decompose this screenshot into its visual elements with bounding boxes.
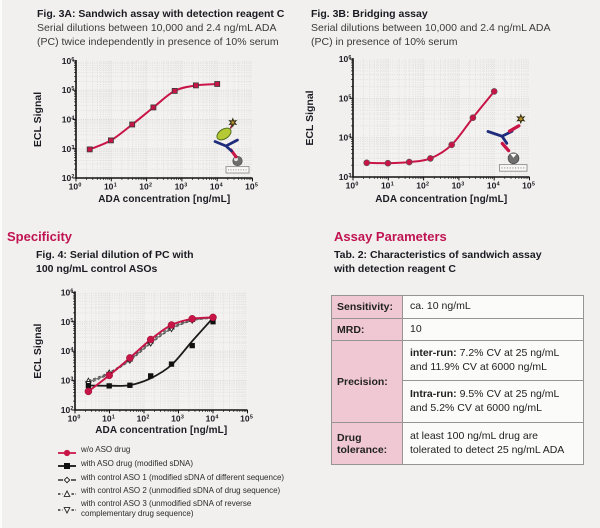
svg-text:10: 10	[339, 133, 349, 143]
svg-text:10: 10	[487, 181, 497, 191]
svg-text:10: 10	[62, 115, 72, 125]
svg-text:10: 10	[175, 182, 185, 192]
svg-text:5: 5	[255, 183, 258, 189]
svg-text:10: 10	[62, 85, 72, 95]
svg-text:5: 5	[70, 318, 73, 324]
svg-text:3: 3	[181, 415, 184, 421]
svg-text:5: 5	[532, 182, 535, 188]
svg-text:6: 6	[348, 55, 351, 61]
svg-text:10: 10	[137, 414, 147, 424]
svg-text:ECL Signal: ECL Signal	[32, 92, 44, 147]
svg-text:10: 10	[452, 181, 462, 191]
svg-text:10: 10	[69, 182, 79, 192]
svg-text:2: 2	[71, 174, 74, 180]
svg-text:2: 2	[426, 182, 429, 188]
svg-text:2: 2	[149, 183, 152, 189]
svg-text:10: 10	[171, 414, 181, 424]
svg-text:10: 10	[240, 414, 250, 424]
svg-text:0: 0	[355, 182, 358, 188]
svg-text:ADA concentration [ng/mL]: ADA concentration [ng/mL]	[95, 425, 227, 436]
svg-text:10: 10	[522, 181, 532, 191]
svg-text:ECL Signal: ECL Signal	[304, 90, 316, 145]
svg-text:0: 0	[78, 183, 81, 189]
svg-text:3: 3	[348, 173, 351, 179]
svg-text:10: 10	[339, 54, 349, 64]
svg-text:10: 10	[339, 172, 349, 182]
svg-text:0: 0	[77, 415, 80, 421]
svg-text:1: 1	[112, 415, 115, 421]
svg-text:10: 10	[62, 56, 72, 66]
svg-text:10: 10	[416, 181, 426, 191]
svg-text:2: 2	[70, 406, 73, 412]
svg-text:1: 1	[114, 183, 117, 189]
svg-text:10: 10	[245, 182, 255, 192]
svg-text:3: 3	[461, 182, 464, 188]
svg-text:10: 10	[104, 182, 114, 192]
svg-text:10: 10	[102, 414, 112, 424]
svg-text:4: 4	[348, 134, 351, 140]
svg-text:5: 5	[250, 415, 253, 421]
svg-text:3: 3	[71, 145, 74, 151]
svg-text:3: 3	[184, 183, 187, 189]
svg-text:10: 10	[61, 376, 71, 386]
svg-text:10: 10	[139, 182, 149, 192]
svg-text:5: 5	[71, 86, 74, 92]
svg-text:4: 4	[497, 182, 500, 188]
svg-text:4: 4	[220, 183, 223, 189]
svg-text:10: 10	[61, 287, 71, 297]
svg-text:10: 10	[61, 317, 71, 327]
svg-text:10: 10	[61, 346, 71, 356]
svg-text:10: 10	[206, 414, 216, 424]
svg-text:ECL Signal: ECL Signal	[32, 324, 44, 379]
svg-text:10: 10	[381, 181, 391, 191]
svg-text:5: 5	[348, 94, 351, 100]
svg-text:10: 10	[61, 405, 71, 415]
svg-text:4: 4	[215, 415, 218, 421]
svg-text:10: 10	[346, 181, 356, 191]
svg-text:ADA concentration [ng/mL]: ADA concentration [ng/mL]	[98, 194, 230, 205]
svg-text:10: 10	[62, 173, 72, 183]
svg-text:6: 6	[70, 288, 73, 294]
svg-text:1: 1	[391, 182, 394, 188]
svg-text:ADA concentration [ng/mL]: ADA concentration [ng/mL]	[375, 194, 507, 205]
svg-text:10: 10	[68, 414, 78, 424]
svg-text:2: 2	[146, 415, 149, 421]
svg-text:4: 4	[71, 116, 74, 122]
svg-text:10: 10	[62, 144, 72, 154]
svg-text:6: 6	[71, 57, 74, 63]
svg-text:3: 3	[70, 377, 73, 383]
svg-text:10: 10	[339, 93, 349, 103]
svg-text:10: 10	[210, 182, 220, 192]
svg-text:4: 4	[70, 347, 73, 353]
